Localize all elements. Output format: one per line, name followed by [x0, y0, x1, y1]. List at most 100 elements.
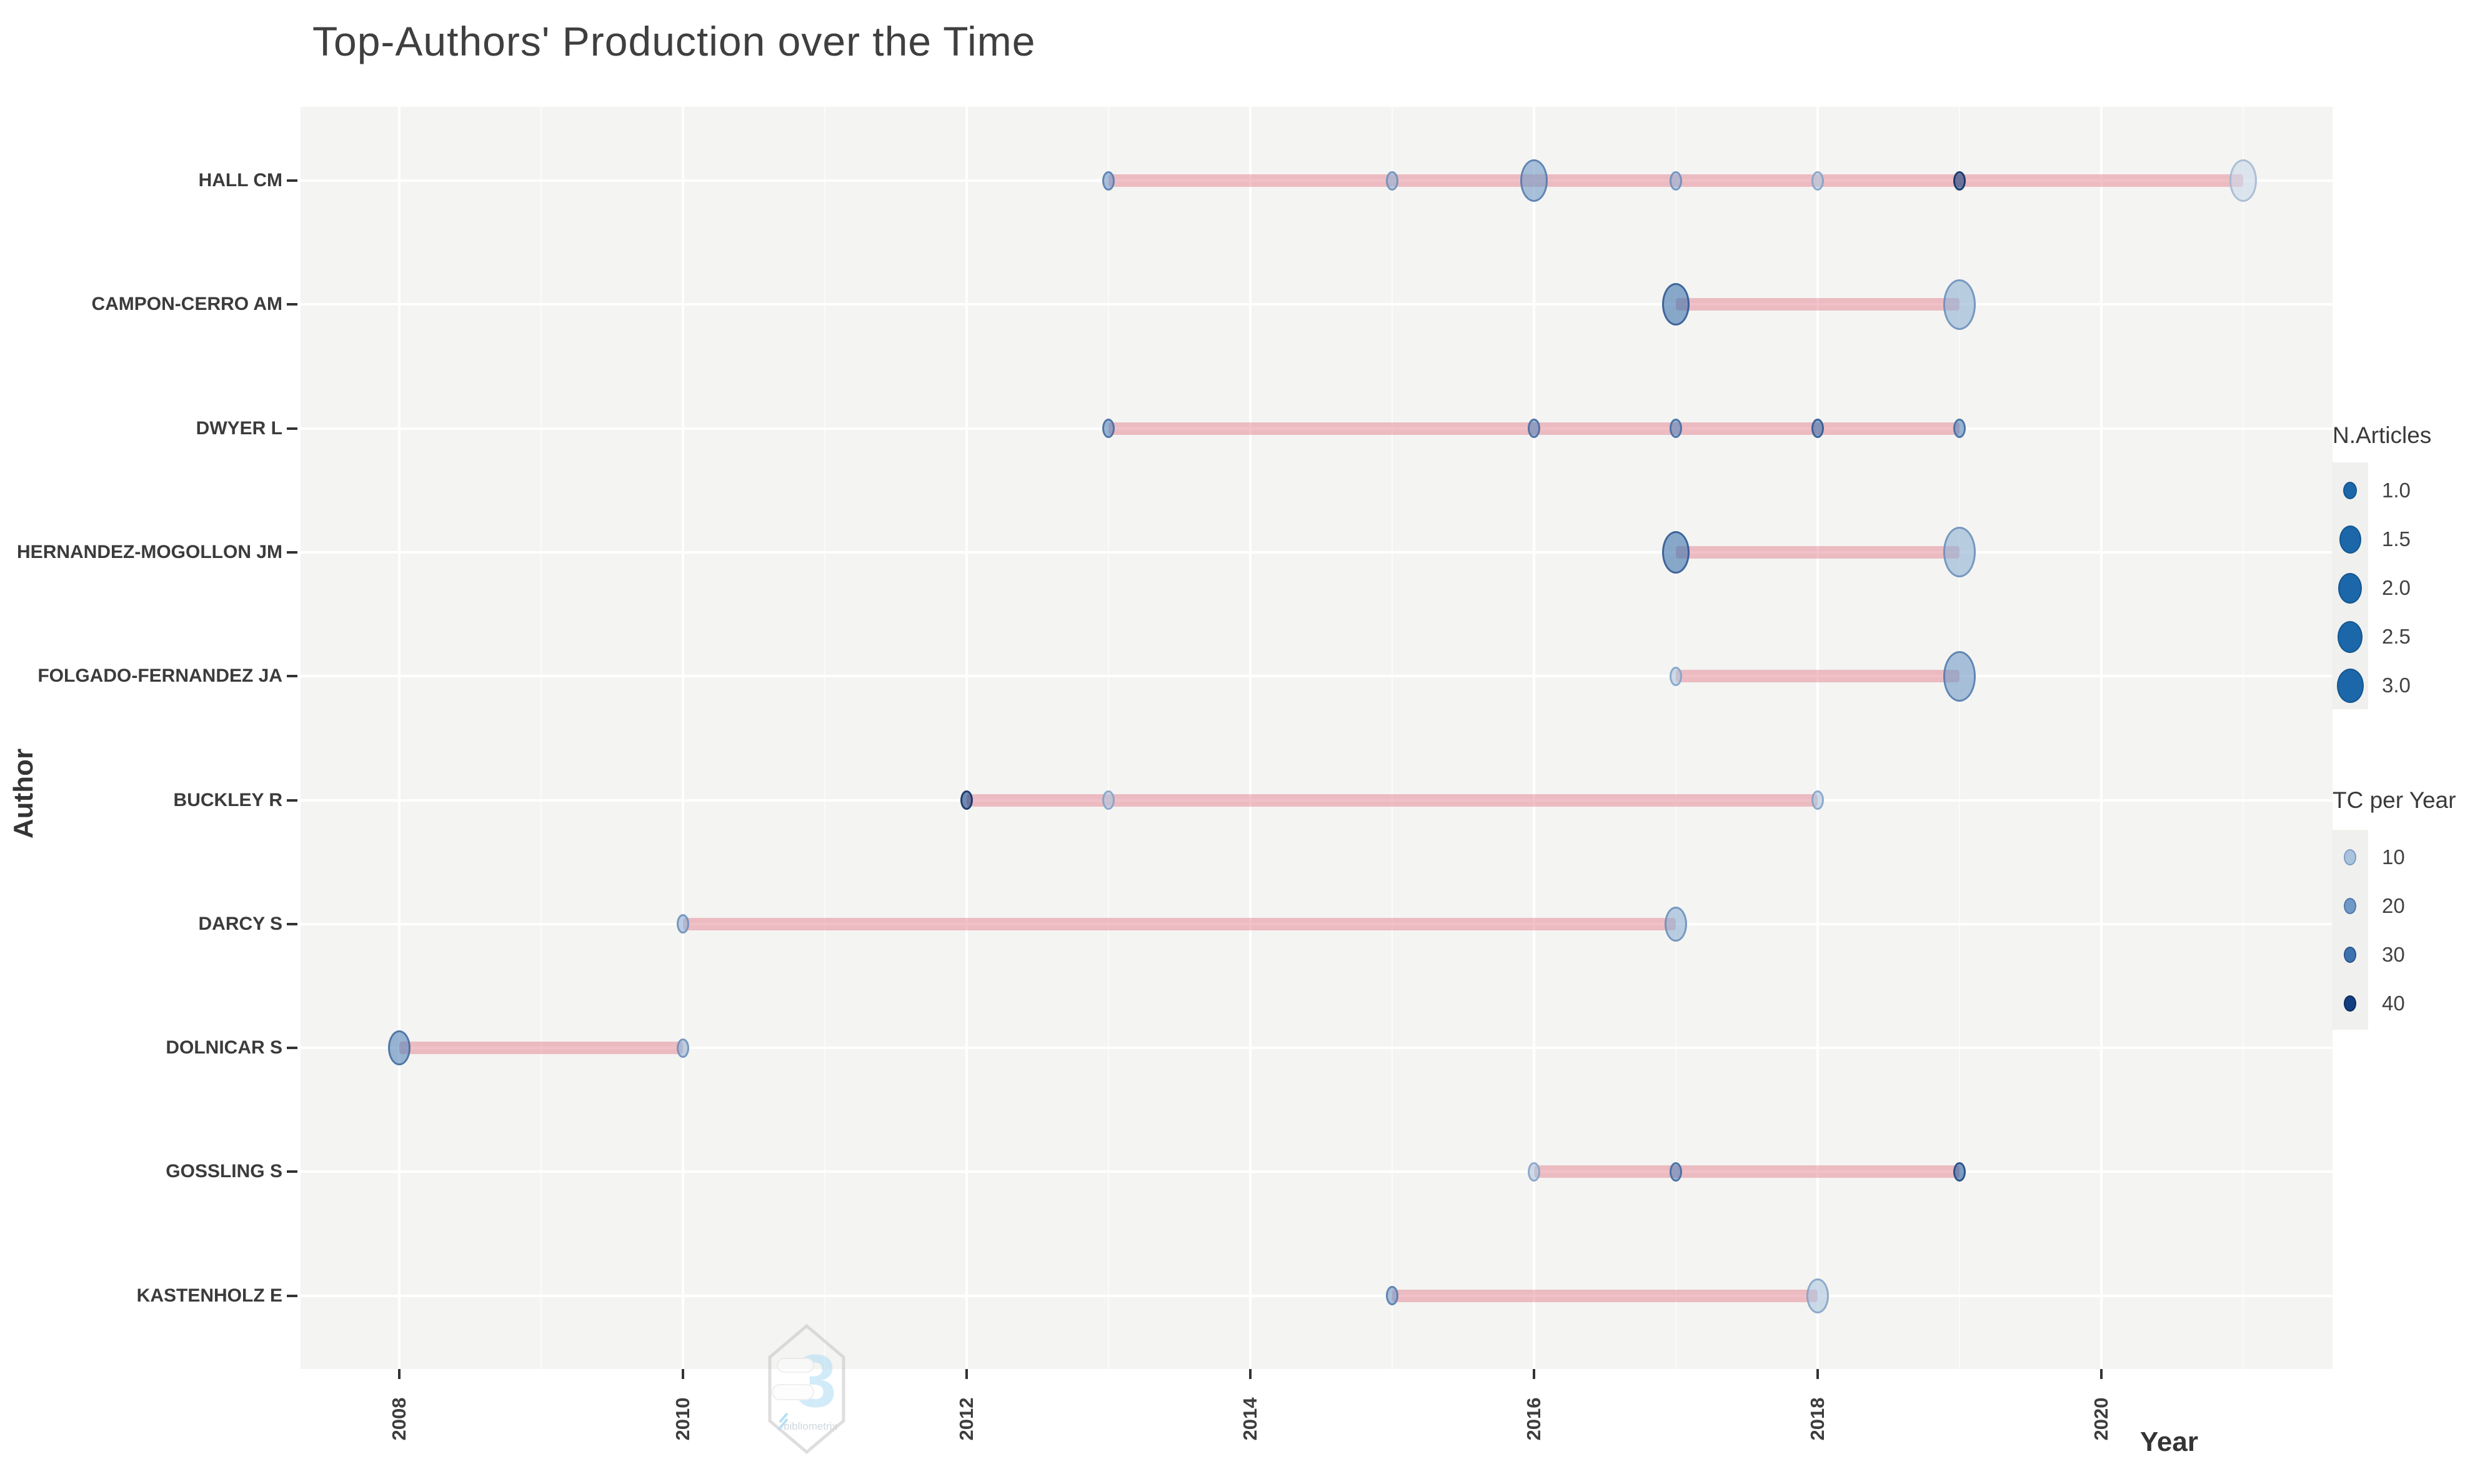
major-gridline-vertical — [1249, 107, 1252, 1369]
major-gridline-horizontal — [301, 427, 2333, 430]
x-axis-title: Year — [2140, 1427, 2198, 1457]
color-legend-label: 40 — [2382, 992, 2405, 1015]
size-legend-title: N.Articles — [2333, 422, 2432, 448]
data-point — [1806, 1278, 1829, 1313]
data-point — [1953, 1162, 1966, 1182]
x-axis-tick — [965, 1369, 968, 1379]
chart-title: Top-Authors' Production over the Time — [312, 18, 1036, 64]
major-gridline-vertical — [2100, 107, 2103, 1369]
major-gridline-vertical — [965, 107, 968, 1369]
data-point — [1953, 171, 1966, 191]
size-legend-dot — [2338, 620, 2363, 653]
author-label: DOLNICAR S — [166, 1037, 282, 1058]
major-gridline-vertical — [682, 107, 684, 1369]
data-point — [1943, 650, 1976, 702]
color-legend-label: 10 — [2382, 845, 2405, 869]
major-gridline-horizontal — [301, 1294, 2333, 1297]
author-timeline-line — [683, 917, 1676, 930]
major-gridline-horizontal — [301, 922, 2333, 925]
color-legend-label: 20 — [2382, 894, 2405, 917]
y-axis-tick — [287, 799, 297, 802]
major-gridline-vertical — [1533, 107, 1535, 1369]
author-timeline-line — [399, 1042, 683, 1055]
data-point — [1670, 419, 1682, 439]
color-legend-dot — [2344, 849, 2356, 865]
data-point — [1670, 1162, 1682, 1182]
data-point — [1102, 419, 1115, 439]
author-label: FOLGADO-FERNANDEZ JA — [37, 665, 282, 687]
color-legend-dot — [2344, 947, 2356, 963]
x-tick-label: 2018 — [1806, 1397, 1828, 1441]
data-point — [1811, 419, 1824, 439]
y-axis-tick — [287, 303, 297, 306]
data-point — [677, 914, 689, 934]
size-legend-label: 2.0 — [2382, 576, 2411, 599]
data-point — [1662, 530, 1690, 574]
color-legend-dot — [2344, 898, 2356, 914]
minor-gridline-vertical — [824, 107, 825, 1369]
x-tick-label: 2008 — [388, 1397, 410, 1441]
data-point — [1528, 1162, 1540, 1182]
y-axis-tick — [287, 922, 297, 925]
color-legend-title: TC per Year — [2333, 787, 2456, 813]
author-label: CAMPON-CERRO AM — [91, 294, 282, 315]
size-legend-dot — [2336, 668, 2364, 703]
x-axis-tick — [682, 1369, 684, 1379]
author-label: BUCKLEY R — [173, 789, 282, 810]
y-axis-tick — [287, 1294, 297, 1297]
y-axis-tick — [287, 427, 297, 430]
data-point — [1386, 171, 1398, 191]
minor-gridline-vertical — [1675, 107, 1676, 1369]
minor-gridline-vertical — [1108, 107, 1109, 1369]
size-legend-dot — [2338, 572, 2362, 604]
data-point — [2229, 159, 2257, 202]
color-legend-label: 30 — [2382, 943, 2405, 966]
author-timeline-line — [967, 794, 1818, 807]
minor-gridline-vertical — [1392, 107, 1393, 1369]
major-gridline-vertical — [398, 107, 401, 1369]
y-axis-tick — [287, 1170, 297, 1173]
x-axis-tick — [1249, 1369, 1252, 1379]
x-tick-label: 2010 — [672, 1397, 694, 1441]
major-gridline-horizontal — [301, 1047, 2333, 1050]
data-point — [1943, 527, 1976, 578]
major-gridline-vertical — [1816, 107, 1819, 1369]
data-point — [1386, 1286, 1398, 1306]
data-point — [1662, 283, 1690, 326]
author-label: GOSSLING S — [166, 1161, 282, 1182]
minor-gridline-vertical — [1959, 107, 1960, 1369]
x-tick-label: 2012 — [955, 1397, 977, 1441]
data-point — [960, 790, 973, 810]
major-gridline-horizontal — [301, 799, 2333, 802]
size-legend-label: 1.5 — [2382, 527, 2411, 550]
y-axis-tick — [287, 675, 297, 678]
author-label: HALL CM — [198, 170, 282, 191]
major-gridline-horizontal — [301, 675, 2333, 678]
data-point — [1102, 171, 1115, 191]
data-point — [677, 1038, 689, 1058]
size-legend-label: 2.5 — [2382, 625, 2411, 648]
minor-gridline-vertical — [2243, 107, 2244, 1369]
size-legend-dot — [2339, 525, 2361, 554]
data-point — [1520, 159, 1548, 202]
data-point — [1670, 666, 1682, 686]
y-axis-tick — [287, 1047, 297, 1050]
data-point — [1528, 419, 1540, 439]
y-axis-tick — [287, 179, 297, 182]
major-gridline-horizontal — [301, 179, 2333, 182]
plot-panel: 3 bibliometrix — [301, 107, 2333, 1455]
svg-text:bibliometrix: bibliometrix — [784, 1420, 837, 1432]
x-tick-label: 2014 — [1239, 1397, 1261, 1441]
x-tick-label: 2016 — [1523, 1397, 1545, 1441]
size-legend-label: 3.0 — [2382, 674, 2411, 697]
major-gridline-horizontal — [301, 1170, 2333, 1173]
color-legend-dot — [2344, 995, 2356, 1012]
size-legend-dot — [2343, 482, 2357, 499]
author-timeline-line — [1392, 1289, 1818, 1302]
author-timeline-line — [1676, 298, 1960, 311]
author-timeline-line — [1534, 1165, 1960, 1178]
size-legend-label: 1.0 — [2382, 479, 2411, 502]
author-timeline-line — [1676, 545, 1960, 559]
author-label: KASTENHOLZ E — [136, 1285, 282, 1306]
major-gridline-horizontal — [301, 550, 2333, 554]
